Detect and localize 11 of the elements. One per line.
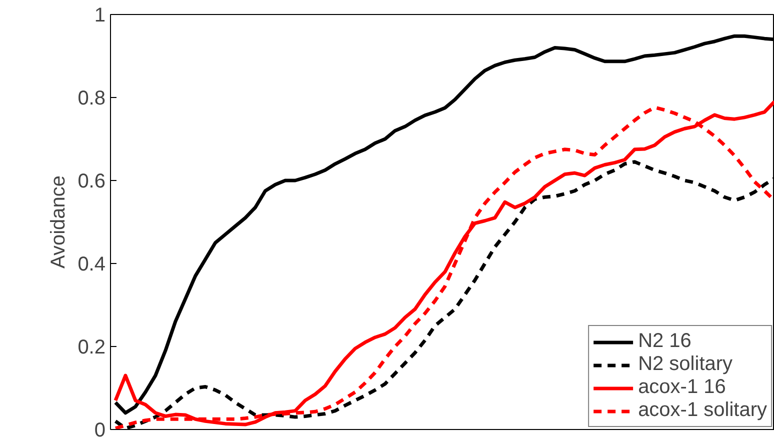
y-tick-label: 0.8 [78, 88, 106, 110]
legend-label: acox-1 solitary [638, 399, 767, 422]
legend-label: acox-1 16 [638, 376, 726, 399]
y-axis-title: Avoidance [48, 175, 70, 269]
legend-label: N2 16 [638, 330, 692, 353]
legend-label: N2 solitary [638, 353, 733, 376]
y-tick-label: 0.2 [78, 336, 106, 358]
y-tick-label: 0.4 [78, 254, 106, 276]
y-tick-label: 1 [94, 4, 106, 26]
y-tick-label: 0.6 [78, 170, 106, 192]
y-tick-label: 0 [94, 420, 106, 438]
